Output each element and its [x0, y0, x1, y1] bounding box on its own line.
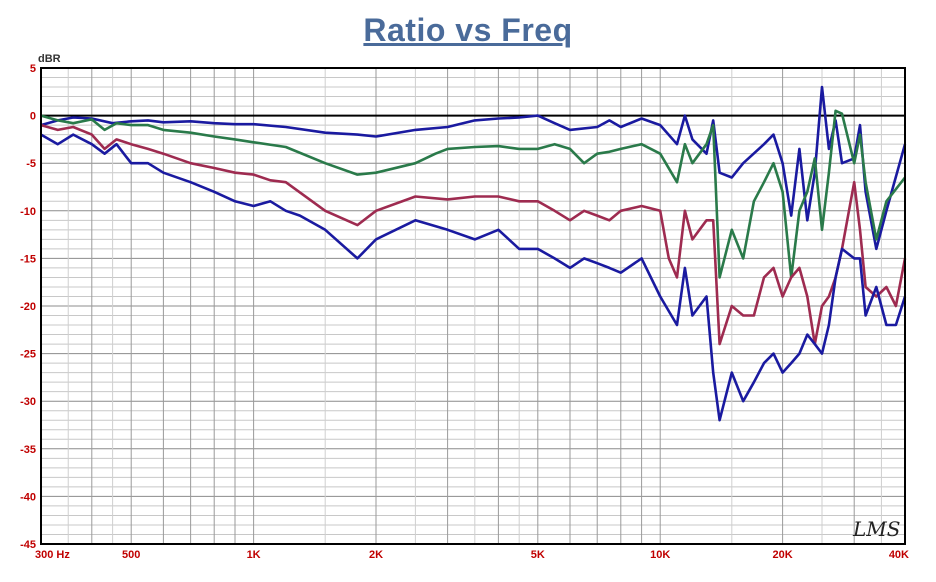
x-tick-label: 5K — [531, 549, 545, 561]
series-layer — [40, 85, 907, 422]
y-tick-label: -35 — [20, 444, 36, 456]
lms-watermark: LMS — [852, 517, 900, 541]
y-tick-label: -20 — [20, 301, 36, 313]
y-tick-label: -5 — [26, 158, 36, 170]
series-line-1 — [40, 85, 907, 251]
series-line-4 — [40, 133, 907, 422]
x-tick-label: 20K — [773, 549, 793, 561]
y-tick-label: 0 — [30, 111, 36, 123]
y-tick-label: -30 — [20, 396, 36, 408]
x-tick-label: 500 — [122, 549, 140, 561]
x-tick-label: 40K — [889, 549, 909, 561]
y-tick-label: -15 — [20, 253, 36, 265]
y-tick-label: -40 — [20, 491, 36, 503]
series-line-3 — [40, 123, 907, 346]
x-tick-label: 1K — [247, 549, 261, 561]
y-tick-label: -10 — [20, 206, 36, 218]
y-tick-label: 5 — [30, 63, 36, 75]
y-tick-label: -45 — [20, 539, 36, 551]
x-tick-label: 10K — [650, 549, 670, 561]
y-tick-label: -25 — [20, 349, 36, 361]
y-axis-label: dBR — [38, 53, 61, 65]
plot-frame — [40, 67, 906, 545]
x-tick-label: 2K — [369, 549, 383, 561]
x-tick-label: 300 Hz — [35, 549, 70, 561]
series-line-2 — [40, 109, 907, 279]
chart-title: Ratio vs Freq — [363, 12, 573, 48]
